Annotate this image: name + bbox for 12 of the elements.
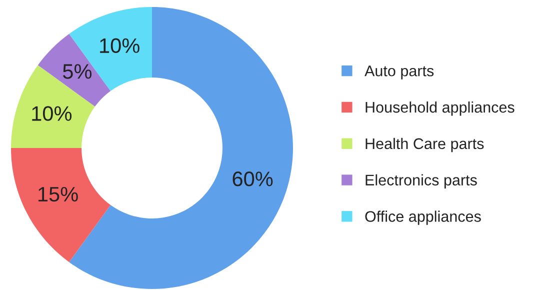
donut-slice <box>11 148 111 262</box>
legend-label: Electronics parts <box>366 174 477 189</box>
data-label: 10% <box>100 38 140 54</box>
data-label: 60% <box>232 172 273 186</box>
donut-slice <box>11 65 95 148</box>
legend-label: Household appliances <box>366 101 514 116</box>
data-label: 15% <box>38 186 78 202</box>
legend-label: Office appliances <box>365 210 481 225</box>
legend-label: Health Care parts <box>366 138 484 152</box>
data-label: 10% <box>32 106 72 121</box>
legend-label: Auto parts <box>364 66 434 80</box>
data-label: 5% <box>63 64 92 79</box>
